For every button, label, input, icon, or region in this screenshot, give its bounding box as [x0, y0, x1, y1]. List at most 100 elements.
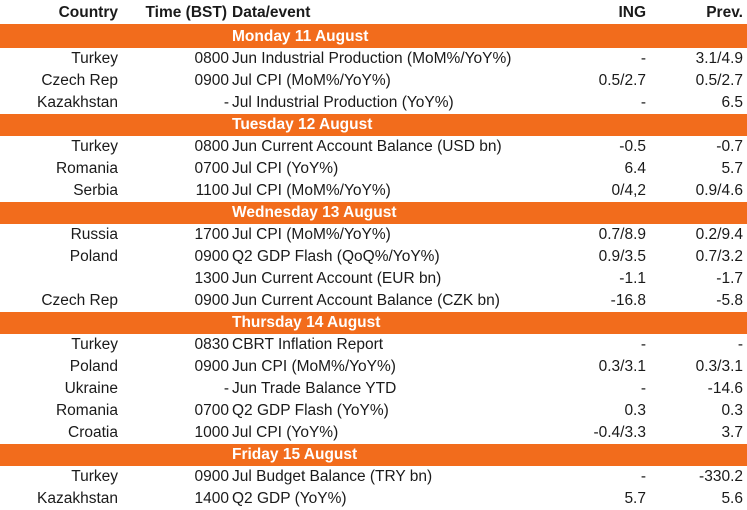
ing-forecast-cell: 0.7/8.9 [598, 226, 646, 243]
time-cell: 0700 [194, 402, 229, 419]
day-header-row: Monday 11 August [0, 26, 747, 48]
previous-value-cell: 3.1/4.9 [695, 50, 743, 67]
header-ing: ING [618, 4, 646, 21]
ing-forecast-cell: 5.7 [624, 490, 646, 507]
day-label: Friday 15 August [232, 446, 358, 463]
table-row: Ukraine - Jun Trade Balance YTD - -14.6 [0, 378, 747, 400]
time-cell: 1400 [194, 490, 229, 507]
ing-forecast-cell: - [640, 468, 646, 485]
country-cell: Turkey [71, 336, 118, 353]
event-cell: Q2 GDP Flash (YoY%) [232, 402, 389, 419]
previous-value-cell: 0.5/2.7 [695, 72, 743, 89]
table-row: Romania 0700 Q2 GDP Flash (YoY%) 0.3 0.3 [0, 400, 747, 422]
ing-forecast-cell: 0.9/3.5 [598, 248, 646, 265]
table-row: Turkey 0900 Jul Budget Balance (TRY bn) - -3… [0, 466, 747, 488]
ing-forecast-cell: - [640, 94, 646, 111]
ing-forecast-cell: -1.1 [619, 270, 646, 287]
ing-forecast-cell: 0.5/2.7 [598, 72, 646, 89]
table-row: Kazakhstan - Jul Industrial Production (Yo… [0, 92, 747, 114]
ing-forecast-cell: -16.8 [610, 292, 646, 309]
table-row: Poland 0900 Q2 GDP Flash (QoQ%/YoY%) 0.9/3.… [0, 246, 747, 268]
previous-value-cell: 5.6 [721, 490, 743, 507]
time-cell: - [223, 94, 229, 111]
previous-value-cell: 0.7/3.2 [695, 248, 743, 265]
previous-value-cell: 0.3/3.1 [695, 358, 743, 375]
time-cell: 0800 [194, 138, 229, 155]
table-row: Russia 1700 Jul CPI (MoM%/YoY%) 0.7/8.9 0.2/… [0, 224, 747, 246]
event-cell: Jul Budget Balance (TRY bn) [232, 468, 433, 485]
country-cell: Ukraine [64, 380, 118, 397]
country-cell: Turkey [71, 138, 118, 155]
ing-forecast-cell: - [640, 336, 646, 353]
event-cell: Jun Trade Balance YTD [232, 380, 397, 397]
day-header-row: Friday 15 August [0, 444, 747, 466]
previous-value-cell: - [737, 336, 743, 353]
event-cell: Jun Current Account (EUR bn) [232, 270, 442, 287]
time-cell: 1100 [195, 182, 229, 199]
ing-forecast-cell: 0/4,2 [611, 182, 646, 199]
country-cell: Poland [69, 248, 118, 265]
day-label: Tuesday 12 August [232, 116, 373, 133]
day-header-row: Wednesday 13 August [0, 202, 747, 224]
time-cell: 0900 [194, 358, 229, 375]
header-prev: Prev. [706, 4, 743, 21]
country-cell: Serbia [73, 182, 118, 199]
previous-value-cell: -330.2 [699, 468, 743, 485]
event-cell: Q2 GDP Flash (QoQ%/YoY%) [232, 248, 440, 265]
day-header-row: Tuesday 12 August [0, 114, 747, 136]
previous-value-cell: -0.7 [716, 138, 743, 155]
table-row: Poland 0900 Jun CPI (MoM%/YoY%) 0.3/3.1 0.3/… [0, 356, 747, 378]
event-cell: Jul CPI (YoY%) [232, 424, 339, 441]
time-cell: 1000 [194, 424, 229, 441]
table-row: Kazakhstan 1400 Q2 GDP (YoY%) 5.7 5.6 [0, 488, 747, 510]
time-cell: 0800 [194, 50, 229, 67]
time-cell: 0900 [194, 468, 229, 485]
header-time: Time (BST) [145, 4, 227, 21]
time-cell: 0900 [194, 72, 229, 89]
ing-forecast-cell: 6.4 [624, 160, 646, 177]
table-row: 1300 Jun Current Account (EUR bn) -1.1 -1.7 [0, 268, 747, 290]
ing-forecast-cell: -0.5 [619, 138, 646, 155]
ing-forecast-cell: 0.3/3.1 [598, 358, 646, 375]
event-cell: Jun Current Account Balance (USD bn) [232, 138, 502, 155]
event-cell: CBRT Inflation Report [232, 336, 384, 353]
event-cell: Jul CPI (MoM%/YoY%) [232, 182, 391, 199]
event-cell: Jul Industrial Production (YoY%) [232, 94, 454, 111]
ing-forecast-cell: 0.3 [624, 402, 646, 419]
table-row: Turkey 0800 Jun Current Account Balance (U… [0, 136, 747, 158]
country-cell: Poland [69, 358, 118, 375]
country-cell: Croatia [68, 424, 118, 441]
previous-value-cell: 0.2/9.4 [695, 226, 743, 243]
country-cell: Romania [55, 402, 118, 419]
country-cell: Kazakhstan [37, 490, 118, 507]
table-row: Turkey 0830 CBRT Inflation Report - - [0, 334, 747, 356]
time-cell: 0830 [194, 336, 229, 353]
previous-value-cell: 0.3 [721, 402, 743, 419]
day-header-row: Thursday 14 August [0, 312, 747, 334]
time-cell: 1300 [194, 270, 229, 287]
time-cell: 0700 [194, 160, 229, 177]
day-label: Monday 11 August [232, 28, 369, 45]
ing-forecast-cell: - [640, 50, 646, 67]
event-cell: Jul CPI (MoM%/YoY%) [232, 72, 391, 89]
previous-value-cell: 0.9/4.6 [695, 182, 743, 199]
header-event: Data/event [232, 4, 311, 21]
ing-forecast-cell: - [640, 380, 646, 397]
event-cell: Jul CPI (MoM%/YoY%) [232, 226, 391, 243]
event-cell: Jul CPI (YoY%) [232, 160, 339, 177]
table-row: Romania 0700 Jul CPI (YoY%) 6.4 5.7 [0, 158, 747, 180]
country-cell: Czech Rep [41, 72, 118, 89]
previous-value-cell: 6.5 [721, 94, 743, 111]
previous-value-cell: 3.7 [721, 424, 743, 441]
day-label: Thursday 14 August [232, 314, 381, 331]
table-row: Czech Rep 0900 Jul CPI (MoM%/YoY%) 0.5/2.7 0… [0, 70, 747, 92]
ing-forecast-cell: -0.4/3.3 [593, 424, 646, 441]
previous-value-cell: -5.8 [716, 292, 743, 309]
time-cell: 0900 [194, 248, 229, 265]
time-cell: - [223, 380, 229, 397]
country-cell: Czech Rep [41, 292, 118, 309]
country-cell: Turkey [71, 468, 118, 485]
table-row: Czech Rep 0900 Jun Current Account Balance… [0, 290, 747, 312]
time-cell: 0900 [194, 292, 229, 309]
